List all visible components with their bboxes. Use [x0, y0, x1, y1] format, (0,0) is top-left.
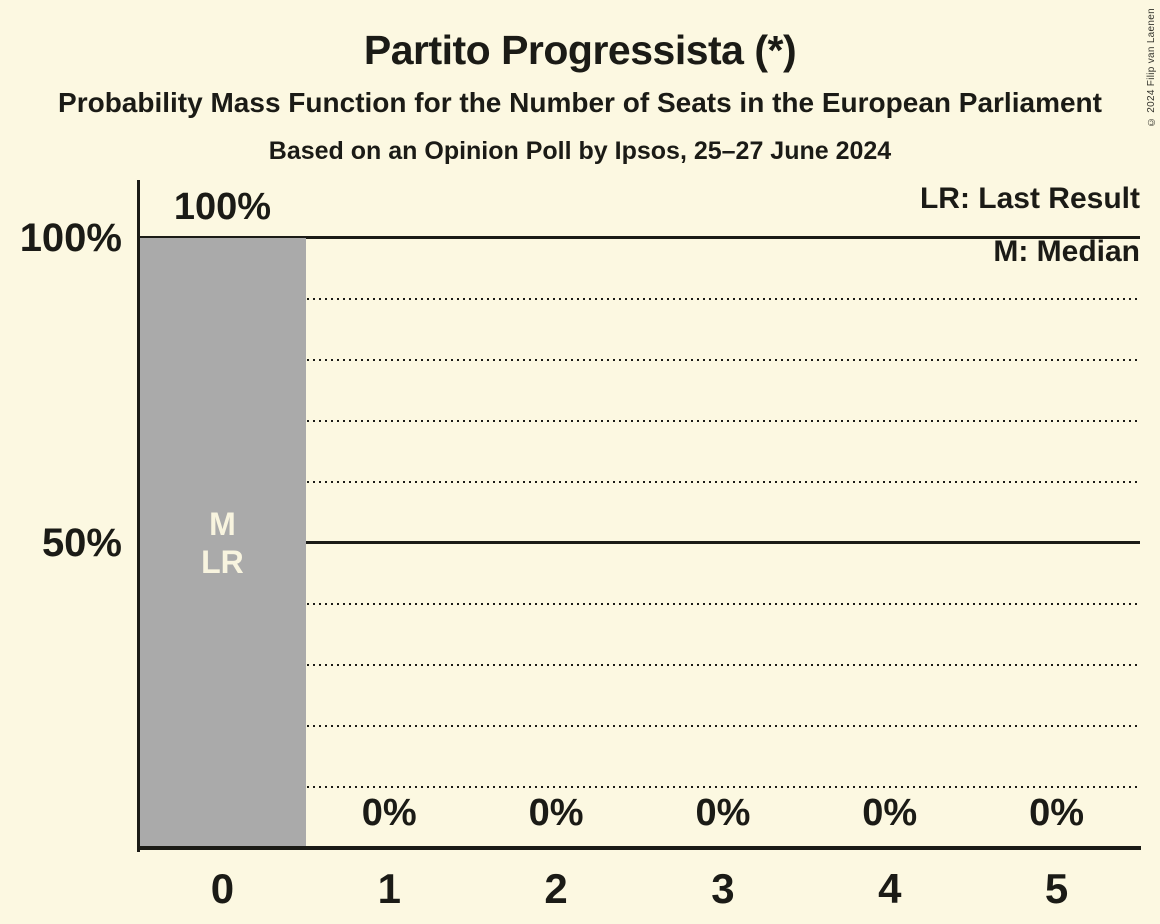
bar-value-label-seats-4: 0% — [862, 792, 918, 834]
chart-subtitle: Probability Mass Function for the Number… — [58, 87, 1102, 118]
legend-median: M: Median — [993, 235, 1140, 268]
gridline-dotted-30pct — [139, 664, 1140, 666]
y-tick-label-50pct: 50% — [41, 521, 122, 565]
gridline-solid-100pct — [139, 236, 1140, 239]
x-tick-label-3: 3 — [711, 865, 735, 912]
x-tick-label-4: 4 — [878, 865, 902, 912]
chart-title: Partito Progressista (*) — [363, 27, 797, 73]
bar-value-label-seats-3: 0% — [695, 792, 751, 834]
bar-value-label-seats-1: 0% — [361, 792, 417, 834]
x-axis-line — [137, 846, 1141, 850]
bar-value-label-seats-2: 0% — [528, 792, 584, 834]
bar-annotation-seats-0: M LR — [201, 506, 244, 580]
plot-area: 100% M LR 0% 0% 0% 0% 0% — [137, 180, 1141, 852]
chart-source-line: Based on an Opinion Poll by Ipsos, 25–27… — [268, 137, 892, 165]
y-tick-label-100pct: 100% — [19, 216, 122, 260]
gridline-dotted-90pct — [139, 298, 1140, 300]
gridline-dotted-70pct — [139, 420, 1140, 422]
bar-value-label-seats-0: 100% — [173, 186, 272, 228]
gridline-dotted-40pct — [139, 603, 1140, 605]
y-axis-line — [137, 180, 140, 852]
gridline-dotted-10pct — [139, 786, 1140, 788]
x-tick-label-5: 5 — [1044, 865, 1069, 912]
legend-last-result: LR: Last Result — [919, 182, 1140, 215]
gridline-dotted-20pct — [139, 725, 1140, 727]
gridline-dotted-60pct — [139, 481, 1140, 483]
gridline-dotted-80pct — [139, 359, 1140, 361]
bar-seats-0 — [139, 238, 306, 848]
gridline-solid-50pct — [139, 541, 1140, 544]
x-tick-label-2: 2 — [544, 865, 568, 912]
copyright-notice: © 2024 Filip van Laenen — [1146, 8, 1157, 128]
x-tick-label-1: 1 — [377, 865, 401, 912]
bar-value-label-seats-5: 0% — [1029, 792, 1085, 834]
x-tick-label-0: 0 — [210, 865, 235, 912]
